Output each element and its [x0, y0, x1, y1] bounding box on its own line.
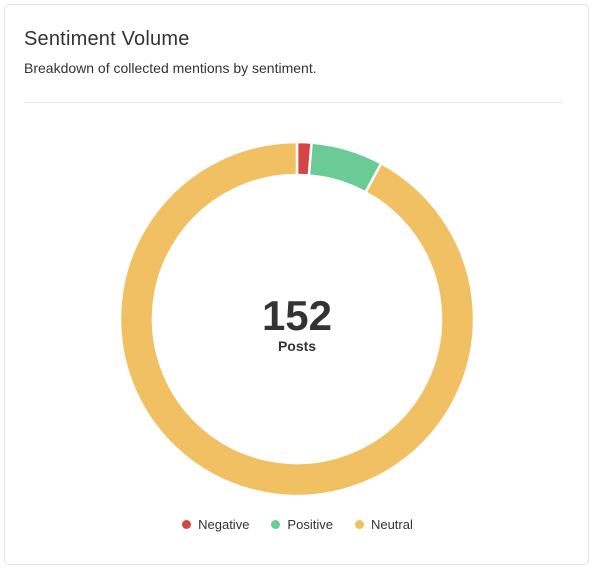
legend-item-positive[interactable]: Positive: [271, 517, 333, 532]
legend-item-negative[interactable]: Negative: [182, 517, 249, 532]
card-title: Sentiment Volume: [24, 28, 190, 50]
legend-dot-neutral: [354, 520, 364, 529]
legend-label-negative: Negative: [198, 517, 250, 532]
center-value: 152: [262, 292, 332, 339]
legend-dot-positive: [271, 520, 281, 529]
divider: [24, 102, 562, 103]
slice-neutral[interactable]: [118, 140, 476, 498]
center-label: Posts: [278, 338, 316, 354]
card-subtitle: Breakdown of collected mentions by senti…: [24, 60, 317, 76]
legend-label-positive: Positive: [287, 517, 333, 532]
donut-slices: [118, 140, 476, 498]
legend-label-neutral: Neutral: [370, 517, 413, 532]
legend-item-neutral[interactable]: Neutral: [354, 517, 413, 532]
legend-dot-negative: [182, 520, 192, 529]
chart-legend: Negative Positive Neutral: [0, 517, 595, 532]
